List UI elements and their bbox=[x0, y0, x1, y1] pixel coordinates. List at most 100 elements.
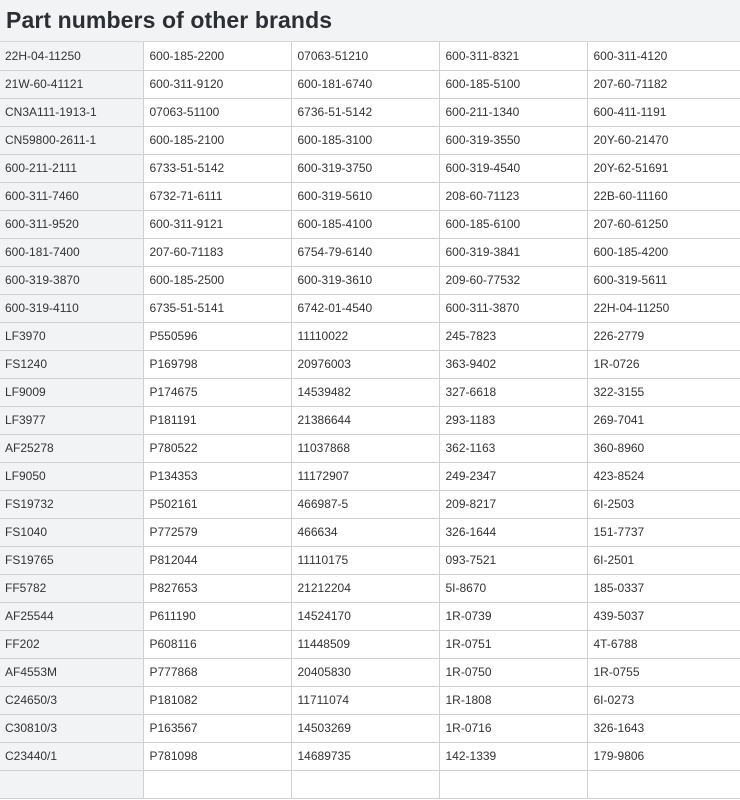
table-cell: AF25278 bbox=[0, 434, 144, 463]
table-cell: 22B-60-11160 bbox=[586, 182, 740, 211]
part-numbers-table: 22H-04-11250 600-185-2200 07063-51210 600-3… bbox=[0, 42, 740, 799]
table-cell: 6754-79-6140 bbox=[290, 238, 440, 267]
table-cell: 20Y-60-21470 bbox=[586, 126, 740, 155]
table-row: 600-311-7460 6732-71-6111 600-319-5610 208-… bbox=[0, 182, 740, 211]
table-cell: AF25544 bbox=[0, 602, 144, 631]
table-cell: 600-319-3750 bbox=[290, 154, 440, 183]
table-cell: 11448509 bbox=[290, 630, 440, 659]
table-cell: 600-185-2200 bbox=[142, 42, 292, 71]
table-cell: 1R-0739 bbox=[438, 602, 588, 631]
table-cell: FF5782 bbox=[0, 574, 144, 603]
table-cell: 600-181-6740 bbox=[290, 70, 440, 99]
table-cell: P502161 bbox=[142, 490, 292, 519]
table-cell: P780522 bbox=[142, 434, 292, 463]
table-cell: 466987-5 bbox=[290, 490, 440, 519]
table-cell: 600-411-1191 bbox=[586, 98, 740, 127]
table-cell: AF4553M bbox=[0, 658, 144, 687]
table-row: AF25544 P611190 14524170 1R-0739 439-5037 bbox=[0, 602, 740, 631]
table-cell: 600-185-2100 bbox=[142, 126, 292, 155]
table-cell: P181082 bbox=[142, 686, 292, 715]
table-cell: 14689735 bbox=[290, 742, 440, 771]
table-cell: 20405830 bbox=[290, 658, 440, 687]
table-row: LF3970 P550596 11110022 245-7823 226-2779 bbox=[0, 322, 740, 351]
table-cell: 439-5037 bbox=[586, 602, 740, 631]
table-cell: 07063-51100 bbox=[142, 98, 292, 127]
table-cell: 21W-60-41121 bbox=[0, 70, 144, 99]
table-cell: 11711074 bbox=[290, 686, 440, 715]
table-cell: 11037868 bbox=[290, 434, 440, 463]
table-cell: 6735-51-5141 bbox=[142, 294, 292, 323]
table-row: 600-181-7400 207-60-71183 6754-79-6140 600-… bbox=[0, 238, 740, 267]
table-cell: 1R-0751 bbox=[438, 630, 588, 659]
table-cell: 1R-0750 bbox=[438, 658, 588, 687]
table-cell: 07063-51210 bbox=[290, 42, 440, 71]
table-cell: 1R-0726 bbox=[586, 350, 740, 379]
table-cell: P812044 bbox=[142, 546, 292, 575]
table-row: CN3A111-1913-1 07063-51100 6736-51-5142 600… bbox=[0, 98, 740, 127]
table-cell: 600-311-8321 bbox=[438, 42, 588, 71]
table-cell: 20Y-62-51691 bbox=[586, 154, 740, 183]
table-cell: 600-319-3550 bbox=[438, 126, 588, 155]
table-cell: P827653 bbox=[142, 574, 292, 603]
table-cell: 269-7041 bbox=[586, 406, 740, 435]
table-cell: 22H-04-11250 bbox=[0, 42, 144, 71]
table-cell: CN3A111-1913-1 bbox=[0, 98, 144, 127]
table-cell: 362-1163 bbox=[438, 434, 588, 463]
page-title: Part numbers of other brands bbox=[6, 7, 333, 33]
table-cell: 208-60-71123 bbox=[438, 182, 588, 211]
table-row: 21W-60-41121 600-311-9120 600-181-6740 600-… bbox=[0, 70, 740, 99]
table-cell: 600-185-6100 bbox=[438, 210, 588, 239]
table-row: C30810/3 P163567 14503269 1R-0716 326-1643 bbox=[0, 714, 740, 743]
table-cell: 21212204 bbox=[290, 574, 440, 603]
table-cell: LF9050 bbox=[0, 462, 144, 491]
table-cell: 209-8217 bbox=[438, 490, 588, 519]
table-cell: P608116 bbox=[142, 630, 292, 659]
table-body: 22H-04-11250 600-185-2200 07063-51210 600-3… bbox=[0, 42, 740, 799]
table-cell: 600-319-5611 bbox=[586, 266, 740, 295]
table-cell: 327-6618 bbox=[438, 378, 588, 407]
table-row: LF9009 P174675 14539482 327-6618 322-3155 bbox=[0, 378, 740, 407]
table-cell: 207-60-61250 bbox=[586, 210, 740, 239]
table-cell: 600-311-9121 bbox=[142, 210, 292, 239]
table-cell bbox=[438, 770, 588, 799]
table-cell: 207-60-71182 bbox=[586, 70, 740, 99]
table-cell: 6I-2503 bbox=[586, 490, 740, 519]
table-cell: 11172907 bbox=[290, 462, 440, 491]
table-row: 600-211-2111 6733-51-5142 600-319-3750 600-… bbox=[0, 154, 740, 183]
table-cell: 600-319-4110 bbox=[0, 294, 144, 323]
table-cell: 20976003 bbox=[290, 350, 440, 379]
table-cell: FS1040 bbox=[0, 518, 144, 547]
table-cell: 226-2779 bbox=[586, 322, 740, 351]
table-cell: LF3970 bbox=[0, 322, 144, 351]
table-cell: 326-1644 bbox=[438, 518, 588, 547]
table-cell: 6733-51-5142 bbox=[142, 154, 292, 183]
table-cell: P777868 bbox=[142, 658, 292, 687]
table-row: C24650/3 P181082 11711074 1R-1808 6I-0273 bbox=[0, 686, 740, 715]
table-cell: 466634 bbox=[290, 518, 440, 547]
table-cell: 6732-71-6111 bbox=[142, 182, 292, 211]
table-cell: 600-319-4540 bbox=[438, 154, 588, 183]
table-cell: 600-319-5610 bbox=[290, 182, 440, 211]
table-cell: 21386644 bbox=[290, 406, 440, 435]
table-cell: 6I-2501 bbox=[586, 546, 740, 575]
table-cell: 1R-0755 bbox=[586, 658, 740, 687]
table-cell: LF3977 bbox=[0, 406, 144, 435]
table-cell: 600-311-3870 bbox=[438, 294, 588, 323]
table-cell: P181191 bbox=[142, 406, 292, 435]
table-cell: 600-319-3841 bbox=[438, 238, 588, 267]
table-cell: 326-1643 bbox=[586, 714, 740, 743]
table-cell: 14524170 bbox=[290, 602, 440, 631]
table-cell: 600-185-4100 bbox=[290, 210, 440, 239]
table-cell: 600-311-7460 bbox=[0, 182, 144, 211]
table-cell: 5I-8670 bbox=[438, 574, 588, 603]
table-cell: 600-319-3870 bbox=[0, 266, 144, 295]
table-cell bbox=[586, 770, 740, 799]
table-cell: 1R-0716 bbox=[438, 714, 588, 743]
table-cell: 179-9806 bbox=[586, 742, 740, 771]
table-row: 600-311-9520 600-311-9121 600-185-4100 600-… bbox=[0, 210, 740, 239]
table-cell: 151-7737 bbox=[586, 518, 740, 547]
table-cell: 245-7823 bbox=[438, 322, 588, 351]
table-cell: 6I-0273 bbox=[586, 686, 740, 715]
table-cell: P134353 bbox=[142, 462, 292, 491]
table-cell: CN59800-2611-1 bbox=[0, 126, 144, 155]
